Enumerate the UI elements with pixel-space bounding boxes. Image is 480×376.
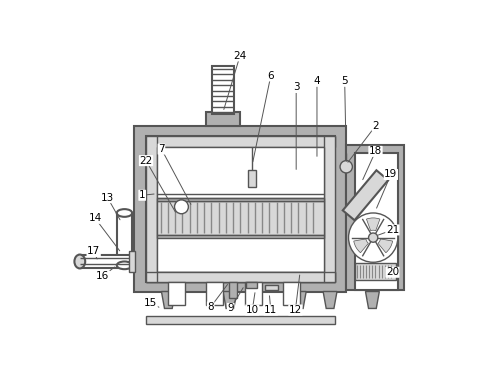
Text: 9: 9 bbox=[227, 303, 234, 314]
Polygon shape bbox=[355, 153, 397, 290]
Text: 19: 19 bbox=[384, 170, 396, 179]
Text: 3: 3 bbox=[292, 82, 299, 92]
Polygon shape bbox=[134, 126, 346, 291]
Polygon shape bbox=[244, 282, 261, 305]
Polygon shape bbox=[129, 252, 135, 271]
Polygon shape bbox=[228, 282, 236, 298]
Polygon shape bbox=[167, 282, 184, 305]
Polygon shape bbox=[265, 285, 277, 290]
Text: 17: 17 bbox=[87, 247, 100, 256]
Polygon shape bbox=[365, 291, 379, 308]
Circle shape bbox=[368, 233, 377, 242]
Circle shape bbox=[348, 213, 397, 262]
Text: 6: 6 bbox=[267, 71, 274, 81]
Polygon shape bbox=[323, 291, 336, 308]
Polygon shape bbox=[146, 271, 334, 282]
Ellipse shape bbox=[74, 255, 85, 268]
Text: 1: 1 bbox=[139, 190, 145, 200]
Wedge shape bbox=[366, 218, 379, 230]
Circle shape bbox=[174, 200, 188, 214]
Polygon shape bbox=[161, 291, 175, 308]
Polygon shape bbox=[292, 291, 306, 308]
Ellipse shape bbox=[117, 209, 132, 217]
Polygon shape bbox=[117, 213, 132, 265]
Text: 4: 4 bbox=[313, 76, 320, 86]
Ellipse shape bbox=[117, 261, 132, 269]
Text: 5: 5 bbox=[341, 76, 347, 86]
Polygon shape bbox=[156, 201, 323, 235]
Polygon shape bbox=[146, 271, 334, 282]
Text: 14: 14 bbox=[88, 213, 102, 223]
Polygon shape bbox=[342, 170, 387, 220]
Text: 18: 18 bbox=[368, 146, 381, 156]
Circle shape bbox=[339, 161, 352, 173]
Text: 15: 15 bbox=[144, 298, 157, 308]
Polygon shape bbox=[212, 66, 233, 114]
Polygon shape bbox=[146, 136, 334, 147]
Text: 22: 22 bbox=[139, 156, 152, 165]
Text: 11: 11 bbox=[264, 305, 277, 315]
Text: 20: 20 bbox=[385, 267, 398, 277]
Polygon shape bbox=[346, 145, 403, 290]
Polygon shape bbox=[323, 136, 334, 282]
Polygon shape bbox=[80, 255, 133, 268]
Polygon shape bbox=[146, 316, 334, 324]
Polygon shape bbox=[156, 271, 323, 282]
Text: 7: 7 bbox=[158, 144, 164, 154]
Polygon shape bbox=[156, 235, 323, 238]
Text: 13: 13 bbox=[101, 193, 114, 203]
Text: 10: 10 bbox=[245, 305, 258, 315]
Polygon shape bbox=[146, 136, 156, 282]
Text: 24: 24 bbox=[233, 51, 246, 61]
Polygon shape bbox=[355, 263, 395, 280]
Polygon shape bbox=[205, 282, 223, 305]
Text: 12: 12 bbox=[288, 305, 301, 315]
Polygon shape bbox=[205, 112, 240, 126]
Text: 8: 8 bbox=[207, 302, 214, 312]
Text: 16: 16 bbox=[96, 271, 109, 281]
Polygon shape bbox=[156, 147, 323, 271]
Polygon shape bbox=[248, 170, 256, 187]
Wedge shape bbox=[377, 239, 392, 253]
Polygon shape bbox=[283, 282, 300, 305]
Polygon shape bbox=[156, 197, 323, 201]
Text: 2: 2 bbox=[372, 121, 378, 131]
Polygon shape bbox=[246, 282, 256, 288]
Polygon shape bbox=[223, 291, 236, 308]
Text: 21: 21 bbox=[385, 225, 398, 235]
Polygon shape bbox=[146, 136, 334, 282]
Wedge shape bbox=[353, 239, 368, 253]
